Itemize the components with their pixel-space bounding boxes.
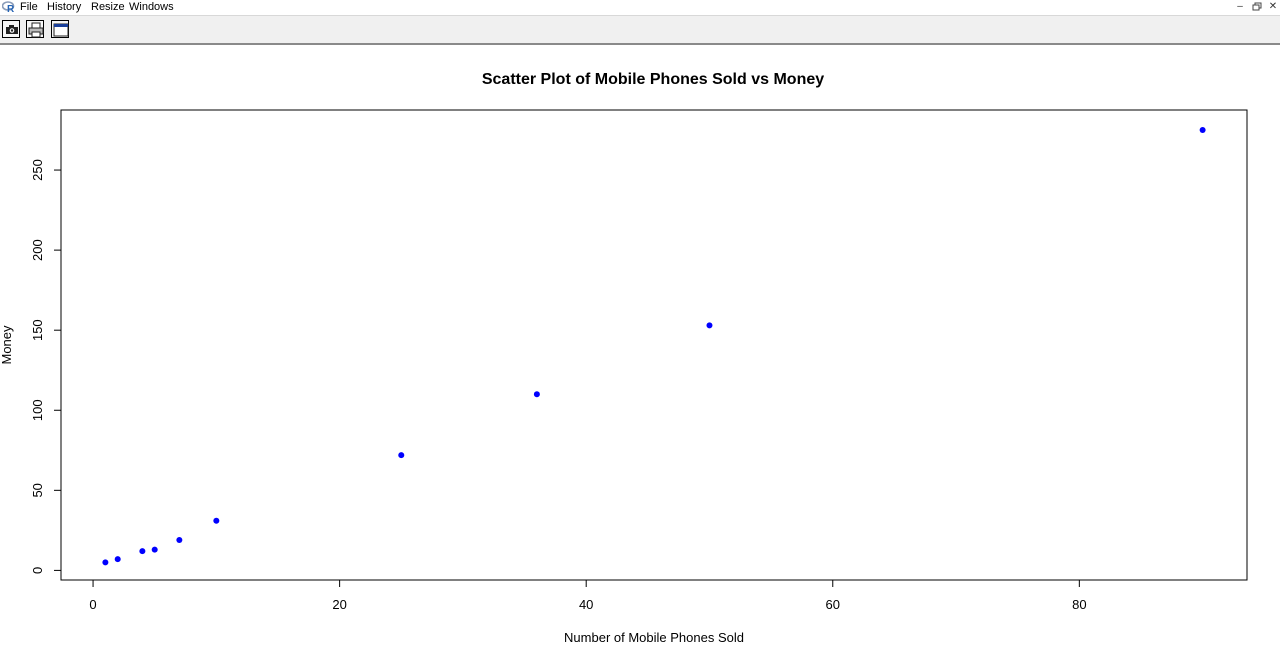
- svg-text:R: R: [7, 4, 15, 13]
- x-axis: 0 20 40 60 80: [89, 579, 1087, 612]
- data-point: [102, 559, 109, 566]
- y-axis: 0 50 100 150 200 250: [30, 159, 62, 574]
- y-tick-label: 150: [30, 319, 45, 341]
- y-axis-label: Money: [0, 325, 14, 365]
- toolbar: [0, 15, 1280, 45]
- y-tick-label: 200: [30, 239, 45, 261]
- r-logo-icon: R: [2, 1, 15, 13]
- printer-icon[interactable]: [26, 20, 44, 38]
- data-points: [102, 127, 1206, 566]
- data-point: [706, 322, 713, 329]
- restore-icon[interactable]: [1250, 0, 1264, 14]
- data-point: [176, 536, 183, 543]
- menu-file[interactable]: File: [20, 1, 38, 13]
- x-axis-label: Number of Mobile Phones Sold: [564, 630, 744, 645]
- x-tick-label: 40: [579, 597, 593, 612]
- x-tick-label: 20: [332, 597, 346, 612]
- y-tick-label: 100: [30, 399, 45, 421]
- y-tick-label: 50: [30, 483, 45, 497]
- x-tick-label: 60: [826, 597, 840, 612]
- data-point: [139, 548, 146, 555]
- minimize-icon[interactable]: –: [1237, 1, 1243, 12]
- close-icon[interactable]: ✕: [1268, 1, 1278, 12]
- data-point: [533, 391, 540, 398]
- menu-history[interactable]: History: [47, 1, 82, 13]
- y-tick-label: 250: [30, 159, 45, 181]
- camera-icon[interactable]: [2, 20, 20, 38]
- menu-bar: R File History Resize Windows – ✕: [0, 0, 1280, 15]
- window-icon[interactable]: [51, 20, 69, 38]
- data-point: [213, 517, 220, 524]
- data-point: [398, 452, 405, 459]
- scatter-chart: Scatter Plot of Mobile Phones Sold vs Mo…: [0, 71, 1248, 645]
- menu-resize[interactable]: Resize: [91, 1, 125, 13]
- plot-frame: [60, 109, 1248, 581]
- x-tick-label: 0: [89, 597, 96, 612]
- x-tick-label: 80: [1072, 597, 1086, 612]
- data-point: [151, 546, 158, 553]
- chart-title: Scatter Plot of Mobile Phones Sold vs Mo…: [482, 71, 824, 88]
- y-tick-label: 0: [30, 567, 45, 574]
- data-point: [1199, 127, 1206, 134]
- data-point: [114, 556, 121, 563]
- menu-windows[interactable]: Windows: [129, 1, 174, 13]
